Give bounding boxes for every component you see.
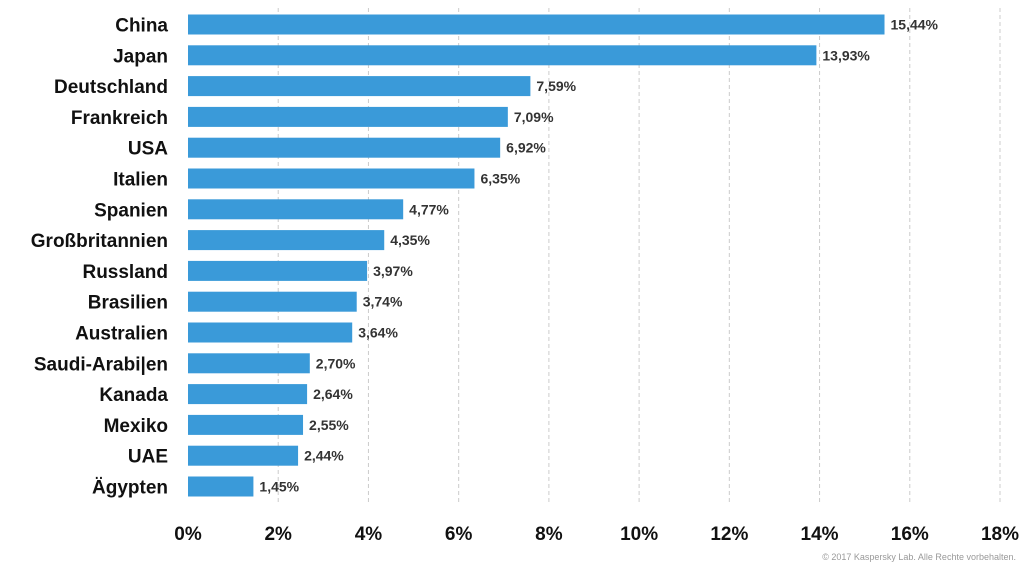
category-label: Russland [82,262,168,283]
grid-lines [277,8,1001,505]
category-label: Australien [75,324,168,345]
x-tick-label: 0% [174,524,202,545]
category-label: Japan [113,46,168,67]
bars [188,14,885,497]
category-labels: China Japan Deutschland Frankreich USA Italie… [31,16,169,499]
category-label: Mexiko [104,416,168,437]
x-tick-label: 6% [445,524,473,545]
x-tick-label: 4% [355,524,383,545]
value-label: 1,45% [259,479,299,495]
x-tick-label: 8% [535,524,563,545]
bar [188,291,357,312]
category-label: Saudi-Arabi|en [34,354,168,375]
bar [188,199,404,220]
value-label: 2,64% [313,386,353,402]
category-label: Frankreich [71,108,168,129]
category-label: Kanada [99,385,168,406]
value-label: 6,35% [480,171,520,187]
x-tick-label: 10% [620,524,658,545]
bar [188,260,368,281]
value-label: 3,97% [373,263,413,279]
x-axis-ticks: 0% 2% 4% 6% 8% 10% 12% 14% 16% 18% [174,524,1019,545]
x-tick-label: 2% [264,524,292,545]
bar [188,45,817,66]
bar [188,137,501,158]
bar [188,414,304,435]
category-label: China [115,16,168,37]
bar [188,230,385,251]
category-label: Italien [113,170,168,191]
value-label: 4,35% [390,232,430,248]
value-label: 15,44% [891,17,939,33]
category-label: Brasilien [88,293,168,314]
x-tick-label: 18% [981,524,1019,545]
category-label: Großbritannien [31,231,168,252]
value-label: 4,77% [409,201,449,217]
x-tick-label: 16% [891,524,929,545]
value-label: 2,44% [304,448,344,464]
bar [188,14,885,35]
copyright-notice: © 2017 Kaspersky Lab. Alle Rechte vorbeh… [822,552,1016,562]
value-label: 3,64% [358,325,398,341]
bar [188,168,475,189]
value-labels: 15,44% 13,93% 7,59% 7,09% 6,92% 6,35% 4,77% 4,3… [259,17,938,495]
value-label: 7,09% [514,109,554,125]
bar [188,384,308,405]
category-label: USA [128,139,168,160]
x-tick-label: 14% [801,524,839,545]
category-label: Ägypten [92,478,168,499]
bar [188,322,353,343]
value-label: 2,55% [309,417,349,433]
category-label: UAE [128,447,168,468]
value-label: 2,70% [316,355,356,371]
bar [188,106,508,127]
bar [188,76,531,97]
category-label: Spanien [94,200,168,221]
bar [188,445,299,466]
value-label: 13,93% [822,47,870,63]
value-label: 7,59% [536,78,576,94]
category-label: Deutschland [54,77,168,98]
bar [188,476,254,497]
value-label: 6,92% [506,140,546,156]
x-tick-label: 12% [710,524,748,545]
bar [188,353,310,374]
value-label: 3,74% [363,294,403,310]
